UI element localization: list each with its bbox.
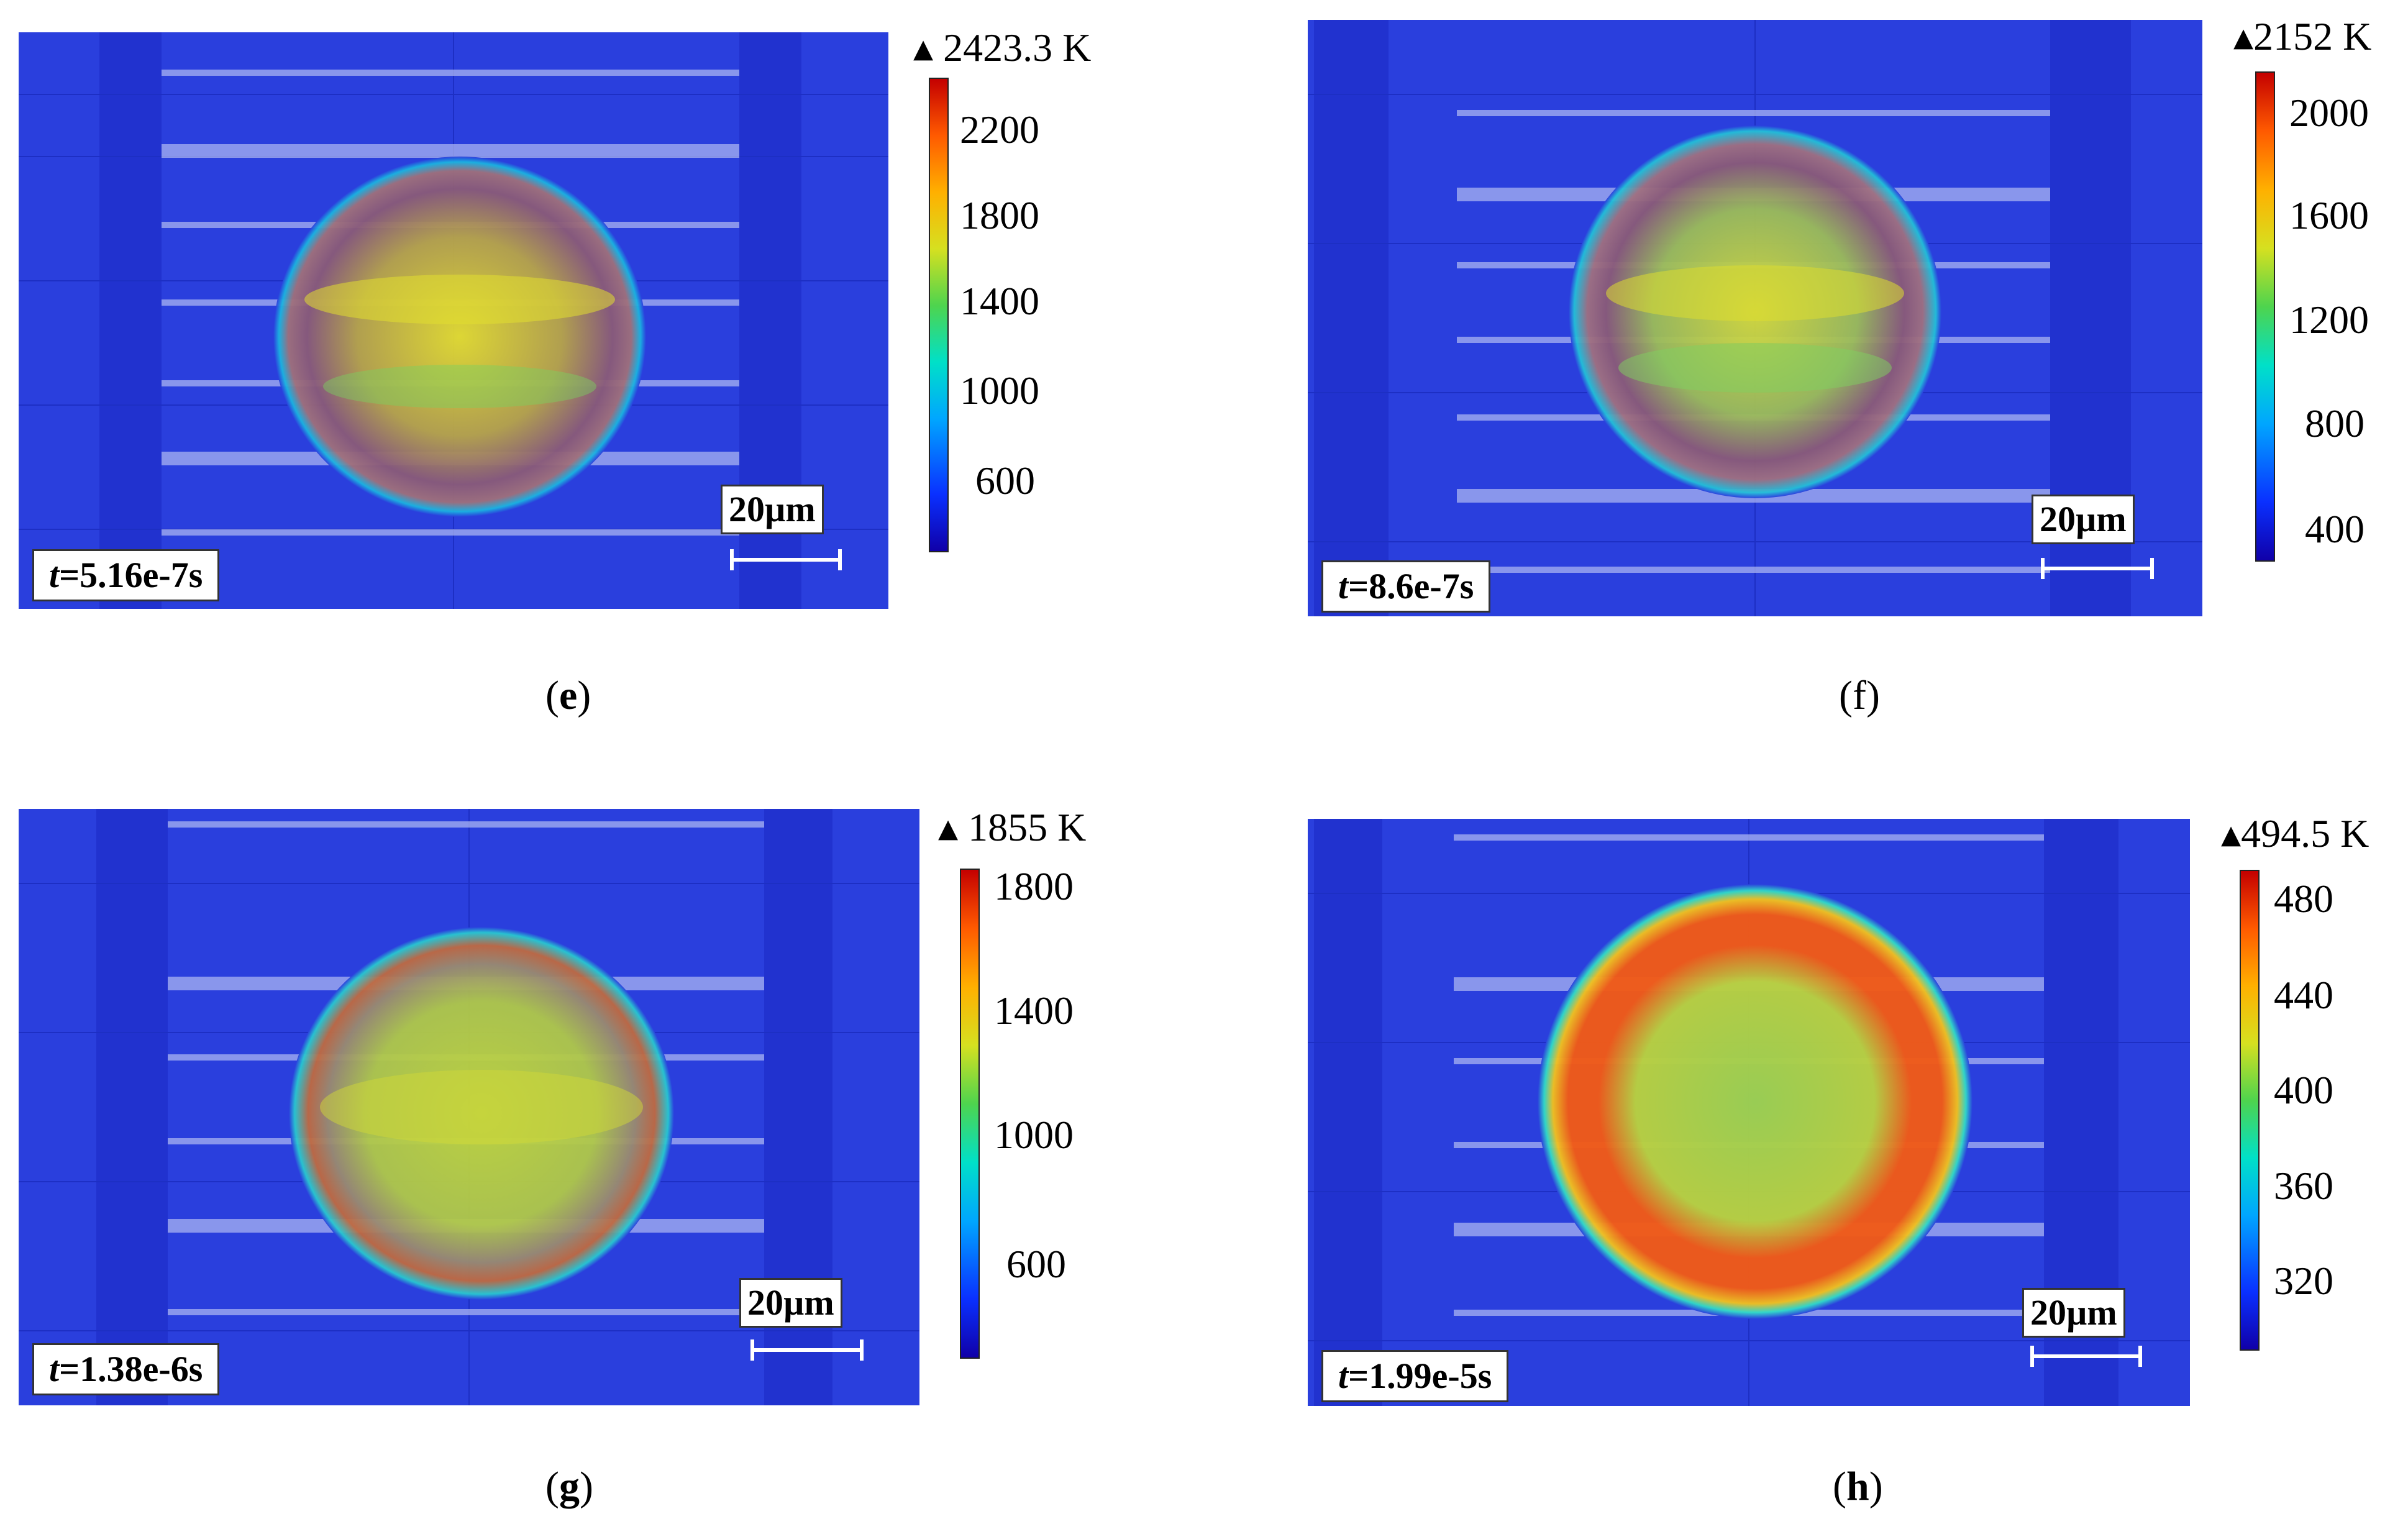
colorbar-tick: 1000	[994, 1113, 1074, 1157]
caption-g: (g)	[545, 1464, 593, 1509]
scale-bar-h	[2030, 1346, 2142, 1367]
colorbar-tick: 600	[1006, 1242, 1066, 1286]
colorbar-tick: 1800	[994, 864, 1074, 908]
scale-label-f: 20µm	[2032, 495, 2135, 544]
scale-label-e: 20µm	[721, 485, 824, 534]
temperature-map-g: t=1.38e-6s 20µm	[19, 809, 919, 1405]
temperature-map-e: t=5.16e-7s 20µm	[19, 32, 888, 609]
colorbar-tick: 2000	[2289, 91, 2369, 135]
colorbar-tick: 600	[975, 459, 1035, 503]
colorbar-g	[960, 869, 980, 1359]
temperature-field-e	[19, 32, 888, 609]
time-label-g: t=1.38e-6s	[32, 1343, 220, 1395]
caption-f: (f)	[1839, 673, 1880, 718]
scale-bar-g	[750, 1339, 864, 1361]
colorbar-max-g: ▴ 1855 K	[938, 805, 1087, 849]
colorbar-tick: 2200	[960, 107, 1039, 152]
time-label-h: t=1.99e-5s	[1321, 1350, 1509, 1402]
time-label-e: t=5.16e-7s	[32, 549, 220, 601]
colorbar-tick: 480	[2274, 877, 2333, 921]
colorbar-tick: 400	[2274, 1068, 2333, 1112]
time-label-f: t=8.6e-7s	[1321, 560, 1491, 613]
colorbar-tick: 1600	[2289, 193, 2369, 237]
scale-label-h: 20µm	[2022, 1288, 2125, 1338]
colorbar-tick: 1000	[960, 368, 1039, 413]
colorbar-tick: 800	[2305, 401, 2365, 445]
colorbar-e	[929, 78, 949, 552]
colorbar-tick: 1400	[994, 988, 1074, 1033]
caption-e: (e)	[545, 673, 591, 718]
colorbar-tick: 400	[2305, 507, 2365, 551]
colorbar-max-f: ▴2152 K	[2233, 14, 2372, 58]
scale-bar-f	[2041, 558, 2154, 579]
temperature-map-h: t=1.99e-5s 20µm	[1308, 819, 2190, 1406]
colorbar-f	[2255, 71, 2275, 562]
colorbar-tick: 320	[2274, 1259, 2333, 1303]
colorbar-max-h: ▴494.5 K	[2221, 811, 2369, 856]
caption-h: (h)	[1833, 1464, 1883, 1509]
scale-label-g: 20µm	[739, 1278, 842, 1328]
colorbar-tick: 1400	[960, 279, 1039, 323]
melt-pool-e	[273, 157, 646, 517]
temperature-map-f: t=8.6e-7s 20µm	[1308, 20, 2202, 616]
scale-bar-e	[730, 549, 842, 570]
colorbar-tick: 1200	[2289, 298, 2369, 342]
melt-pool-h	[1538, 884, 1972, 1319]
colorbar-tick: 440	[2274, 973, 2333, 1017]
colorbar-tick: 360	[2274, 1164, 2333, 1208]
colorbar-tick: 1800	[960, 193, 1039, 237]
colorbar-h	[2240, 870, 2260, 1351]
colorbar-max-e: ▴ 2423.3 K	[913, 25, 1092, 70]
